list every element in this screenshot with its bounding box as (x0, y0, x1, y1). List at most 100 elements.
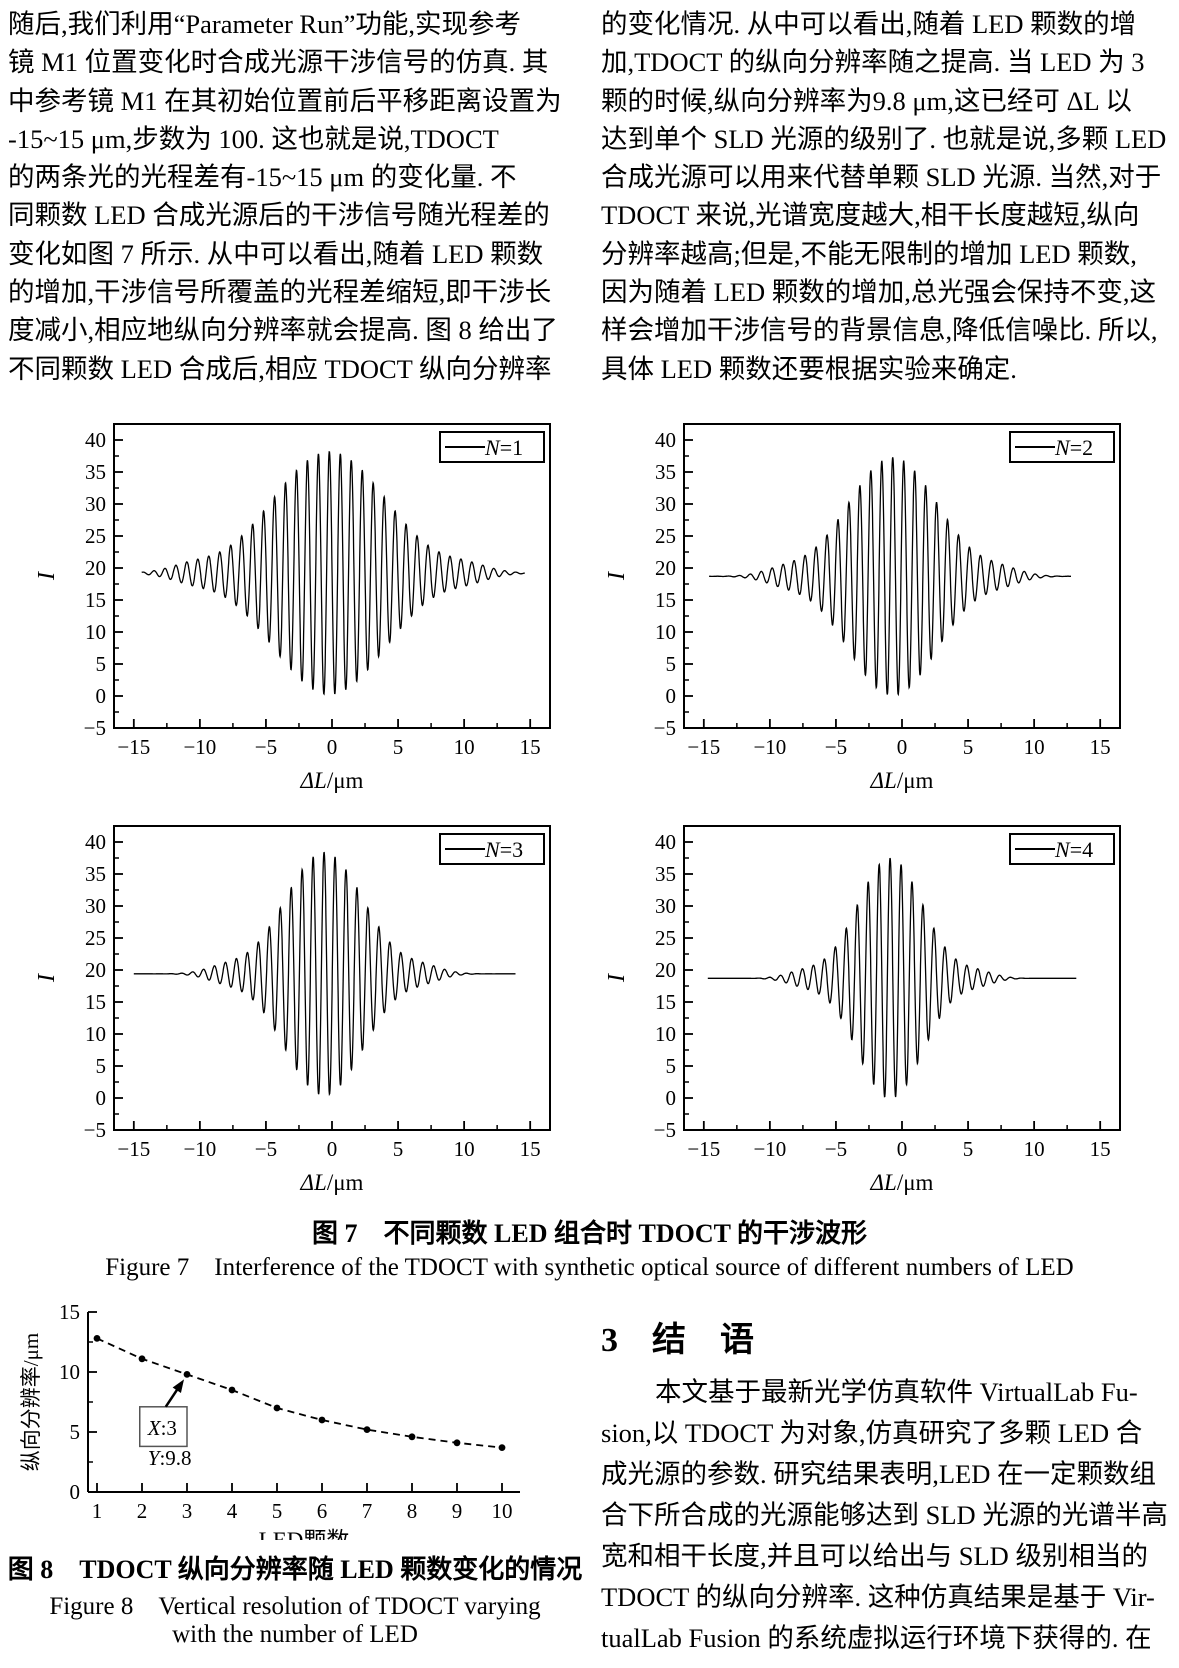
body-text-line: 同颗数 LED 合成光源后的干涉信号随光程差的 (8, 200, 550, 231)
svg-text:−15: −15 (117, 1137, 150, 1161)
figure8-caption-cn: 图 8 TDOCT 纵向分辨率随 LED 颗数变化的情况 (7, 1555, 583, 1584)
figure7-caption-en: Figure 7 Interference of the TDOCT with … (105, 1254, 1074, 1281)
svg-text:ΔL/μm: ΔL/μm (300, 1170, 364, 1195)
svg-text:纵向分辨率/μm: 纵向分辨率/μm (19, 1333, 43, 1471)
svg-text:9: 9 (452, 1499, 463, 1523)
figure7-subplot-n1: −5 0 5 10 15 20 25 30 35 40 −15 −10 −5 0 5 10 15 ΔL/μm I N=… (34, 423, 551, 793)
svg-text:ΔL/μm: ΔL/μm (870, 1170, 934, 1195)
svg-text:N=1: N=1 (484, 435, 523, 460)
svg-text:I: I (34, 973, 60, 983)
svg-text:40: 40 (655, 428, 676, 452)
svg-text:I: I (34, 571, 60, 581)
svg-text:Y:9.8: Y:9.8 (148, 1446, 192, 1470)
svg-text:35: 35 (655, 862, 676, 886)
svg-text:4: 4 (227, 1499, 238, 1523)
body-text-line: 合下所合成的光源能够达到 SLD 光源的光谱半高 (601, 1500, 1168, 1530)
body-text-line: 达到单个 SLD 光源的级别了. 也就是说,多颗 LED (601, 123, 1167, 154)
svg-text:30: 30 (85, 894, 106, 918)
svg-text:−5: −5 (825, 1137, 847, 1161)
svg-text:7: 7 (362, 1499, 373, 1523)
svg-text:5: 5 (96, 1054, 107, 1078)
svg-text:15: 15 (85, 588, 106, 612)
body-text-line: 随后,我们利用“Parameter Run”功能,实现参考 (8, 9, 521, 39)
svg-text:−10: −10 (183, 1137, 216, 1161)
svg-text:35: 35 (85, 862, 106, 886)
svg-text:20: 20 (85, 556, 106, 580)
svg-text:10: 10 (85, 1022, 106, 1046)
figure7-caption-cn: 图 7 不同颗数 LED 组合时 TDOCT 的干涉波形 (312, 1219, 867, 1248)
svg-text:5: 5 (272, 1499, 283, 1523)
svg-text:5: 5 (666, 652, 677, 676)
svg-text:N=4: N=4 (1054, 837, 1093, 862)
svg-text:20: 20 (85, 958, 106, 982)
svg-text:10: 10 (655, 620, 676, 644)
svg-text:I: I (604, 973, 630, 983)
svg-text:15: 15 (655, 588, 676, 612)
figure8-caption-en-line2: with the number of LED (172, 1621, 418, 1648)
svg-text:10: 10 (454, 1137, 475, 1161)
body-text-line: 变化如图 7 所示. 从中可以看出,随着 LED 颗数 (8, 238, 544, 269)
body-text-line: 本文基于最新光学仿真软件 VirtualLab Fu- (655, 1377, 1138, 1407)
svg-text:40: 40 (85, 428, 106, 452)
svg-text:5: 5 (393, 1137, 404, 1161)
svg-text:25: 25 (655, 926, 676, 950)
svg-text:1: 1 (92, 1499, 103, 1523)
svg-text:10: 10 (85, 620, 106, 644)
body-text-line: 分辨率越高;但是,不能无限制的增加 LED 颗数, (601, 238, 1137, 269)
svg-text:25: 25 (85, 524, 106, 548)
svg-text:I: I (604, 571, 630, 581)
svg-text:2: 2 (137, 1499, 148, 1523)
svg-text:15: 15 (520, 735, 541, 759)
body-text-line: TDOCT 的纵向分辨率. 这种仿真结果是基于 Vir- (601, 1582, 1155, 1612)
svg-text:5: 5 (70, 1420, 81, 1444)
body-text-line: sion,以 TDOCT 为对象,仿真研究了多颗 LED 合 (601, 1418, 1143, 1448)
body-text-line: 宽和相干长度,并且可以给出与 SLD 级别相当的 (601, 1541, 1148, 1571)
section3-heading: 3 结 语 (601, 1322, 754, 1359)
svg-text:−5: −5 (825, 735, 847, 759)
svg-text:−5: −5 (84, 1118, 106, 1142)
svg-text:35: 35 (85, 460, 106, 484)
svg-text:X:3: X:3 (147, 1416, 177, 1440)
svg-text:ΔL/μm: ΔL/μm (300, 768, 364, 793)
svg-text:−5: −5 (255, 1137, 277, 1161)
svg-text:5: 5 (96, 652, 107, 676)
svg-text:0: 0 (70, 1480, 81, 1504)
svg-text:40: 40 (655, 830, 676, 854)
svg-text:N=2: N=2 (1054, 435, 1093, 460)
svg-text:−10: −10 (183, 735, 216, 759)
svg-text:10: 10 (59, 1360, 80, 1384)
svg-text:10: 10 (1024, 1137, 1045, 1161)
svg-text:5: 5 (666, 1054, 677, 1078)
svg-text:5: 5 (963, 1137, 974, 1161)
svg-text:15: 15 (655, 990, 676, 1014)
svg-text:−10: −10 (753, 735, 786, 759)
right-text-column: 的变化情况. 从中可以看出,随着 LED 颗数的增 加,TDOCT 的纵向分辨率… (601, 5, 1176, 388)
body-text-line: 样会增加干涉信号的背景信息,降低信噪比. 所以, (601, 315, 1158, 346)
svg-text:0: 0 (327, 735, 338, 759)
svg-text:15: 15 (1090, 735, 1111, 759)
svg-text:40: 40 (85, 830, 106, 854)
svg-text:25: 25 (655, 524, 676, 548)
svg-text:−5: −5 (84, 716, 106, 740)
svg-text:−5: −5 (654, 1118, 676, 1142)
body-text-line: 合成光源可以用来代替单颗 SLD 光源. 当然,对于 (601, 162, 1162, 193)
svg-text:−5: −5 (255, 735, 277, 759)
body-text-line: 具体 LED 颗数还要根据实验来确定. (601, 353, 1017, 384)
body-text-line: 镜 M1 位置变化时合成光源干涉信号的仿真. 其 (8, 47, 549, 78)
body-text-line: 中参考镜 M1 在其初始位置前后平移距离设置为 (8, 85, 562, 116)
svg-text:15: 15 (85, 990, 106, 1014)
svg-text:20: 20 (655, 958, 676, 982)
body-text-line: -15~15 μm,步数为 100. 这也就是说,TDOCT (8, 123, 499, 154)
svg-text:10: 10 (1024, 735, 1045, 759)
body-text-line: 的变化情况. 从中可以看出,随着 LED 颗数的增 (601, 9, 1137, 39)
svg-text:5: 5 (963, 735, 974, 759)
body-text-line: 成光源的参数. 研究结果表明,LED 在一定颗数组 (601, 1459, 1157, 1489)
svg-text:N=3: N=3 (484, 837, 523, 862)
body-text-line: tualLab Fusion 的系统虚拟运行环境下获得的. 在 (601, 1623, 1152, 1653)
svg-text:10: 10 (454, 735, 475, 759)
figure7-subplot-n4: −5 0 5 10 15 20 25 30 35 40 −15 −10 −5 0 5 10 15 ΔL/μm I N=… (604, 825, 1121, 1195)
svg-text:30: 30 (85, 492, 106, 516)
svg-text:0: 0 (897, 735, 908, 759)
